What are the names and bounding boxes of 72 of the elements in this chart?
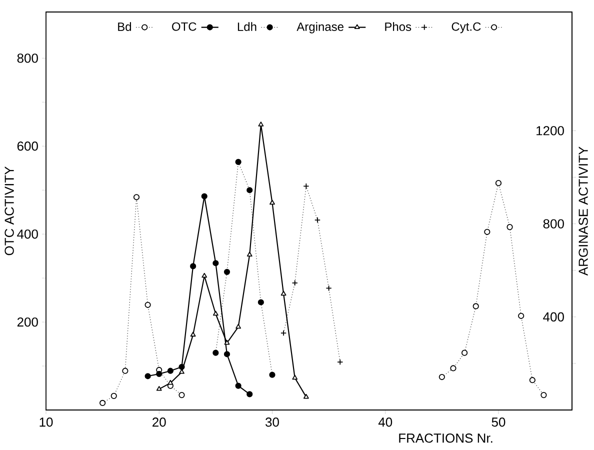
point [144,373,151,380]
point [110,392,117,399]
point [202,272,208,278]
point [236,324,242,329]
y-tick-label: 400 [17,229,38,239]
point [100,400,106,406]
y2-tick-label: 400 [543,312,564,322]
point [461,350,468,356]
point [337,359,344,366]
point [314,216,321,224]
point [303,394,309,399]
legend-label: Cyt.C [452,22,481,34]
legend-label: OTC [172,22,196,31]
point [235,158,242,166]
y-tick-label: 200 [17,317,38,327]
point [506,224,513,230]
point [280,330,287,336]
legend-label: Ldh [238,22,256,31]
y-tick-label: 800 [17,54,38,63]
y2-axis-title: ARGINASE ACTIVITY [578,146,588,276]
point [540,392,547,398]
point [258,299,264,306]
point [270,200,275,205]
point [292,374,298,380]
point [178,392,185,398]
point [212,310,218,316]
point [438,374,445,380]
x-axis-title: FRACTIONS Nr. [399,434,492,443]
point [518,312,524,319]
y2-tick-label: 800 [543,219,564,228]
point [179,369,184,374]
point [269,372,276,378]
point [212,260,219,266]
point [280,290,286,296]
point [246,187,253,194]
y-tick-label: 600 [17,142,38,151]
point [292,280,298,286]
point [326,285,332,292]
point [168,380,174,385]
point [224,340,230,345]
point [484,228,490,235]
x-tick-label: 10 [40,418,53,427]
point [122,368,128,374]
legend-label: Phos [385,22,412,31]
point [450,365,456,372]
point [246,391,253,398]
point [190,263,196,270]
point [495,180,502,186]
x-tick-label: 30 [266,418,279,427]
x-tick-label: 20 [152,418,166,427]
y2-tick-label: 1200 [536,126,564,136]
x-tick-label: 50 [492,418,506,427]
point [235,382,242,389]
point [167,368,174,374]
point [246,252,252,257]
point [303,183,310,190]
legend-label: Arginase [296,22,344,34]
point [156,386,162,391]
point [529,377,536,384]
point [190,332,196,337]
point [133,194,140,200]
point [224,351,230,358]
point [156,370,162,377]
point [472,303,479,310]
point [201,193,208,200]
y-axis-title: OTC ACTIVITY [4,166,14,256]
x-tick-label: 40 [378,418,392,427]
point [224,268,230,275]
legend-label: Bd [118,22,132,31]
point [258,122,264,126]
point [212,350,219,356]
point [144,302,151,308]
